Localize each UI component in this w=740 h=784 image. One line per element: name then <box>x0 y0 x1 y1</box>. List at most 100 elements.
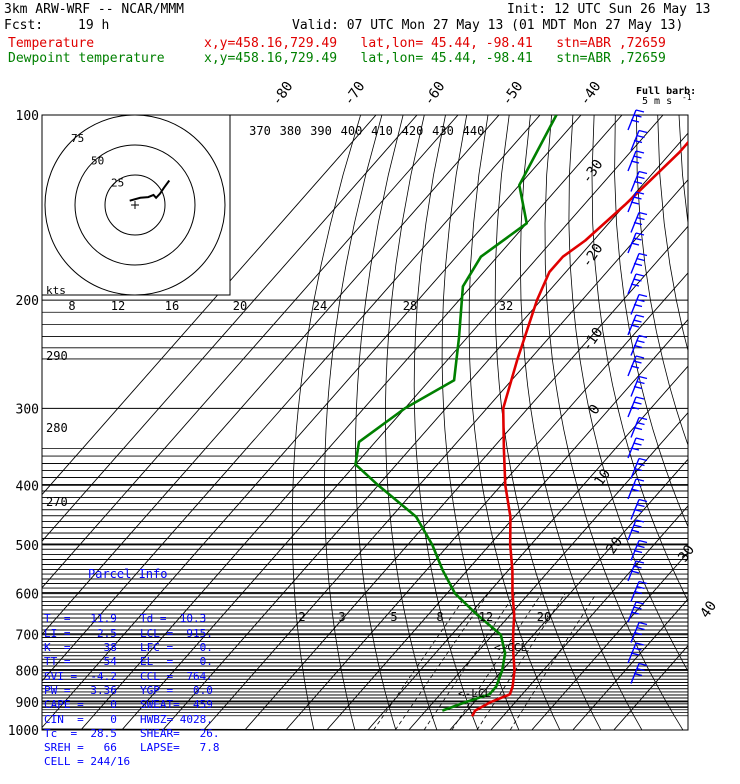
wind-barb-flag <box>634 197 642 199</box>
temperature-tick-label: -40 <box>577 79 605 109</box>
pressure-label: 200 <box>16 294 39 309</box>
parcel-info-cell: LAPSE= 7.8 <box>140 741 219 755</box>
wind-legend-unit: -1 <box>682 93 692 102</box>
wind-barb-flag <box>639 418 647 420</box>
theta-e-label: 280 <box>46 421 68 435</box>
wind-barb-flag <box>636 233 644 235</box>
speed-tick-label: 28 <box>403 299 417 313</box>
theta-label: 390 <box>310 124 332 138</box>
parcel-info-cell: TT = 54 <box>44 655 140 669</box>
dry-adiabat-line <box>385 115 441 740</box>
parcel-info-cell: LCL = 915. <box>140 627 213 641</box>
parcel-info-cell: PW = 3.36 <box>44 684 140 698</box>
wind-barb-flag <box>634 182 642 184</box>
pressure-label: 700 <box>16 629 39 644</box>
wind-barb-flag <box>636 397 644 399</box>
parcel-info-cell: T = 11.9 <box>44 612 140 626</box>
temperature-tick-label: -50 <box>499 79 527 109</box>
temperature-tick-label: 30 <box>675 542 698 565</box>
theta-label: 430 <box>432 124 454 138</box>
hodograph-ring-label: 25 <box>111 177 124 190</box>
theta-label: 440 <box>463 124 485 138</box>
wind-barb-flag <box>637 423 645 425</box>
wind-barb-flag <box>637 382 645 384</box>
wind-barb-flag <box>631 202 639 204</box>
theta-label: 380 <box>280 124 302 138</box>
wind-barb-flag <box>634 264 642 266</box>
dry-adiabat-line <box>700 115 740 740</box>
dry-adiabat-line <box>545 115 691 740</box>
wind-barb-flag <box>637 259 645 261</box>
theta-label: 370 <box>249 124 271 138</box>
parcel-info-cell: LI = 2.5 <box>44 627 140 641</box>
wind-barb-flag <box>636 315 644 317</box>
wind-barb-flag <box>639 377 647 379</box>
parcel-info-row: CELL = 244/16 <box>44 755 236 769</box>
wind-barb-flag <box>631 366 639 368</box>
mixing-ratio-label: 12 <box>479 610 493 624</box>
parcel-info-cell: CELL = 244/16 <box>44 755 140 769</box>
theta-e-label: 290 <box>46 349 68 363</box>
parcel-info-cell: CIN = 0 <box>44 713 140 727</box>
wind-barb-flag <box>637 136 645 138</box>
theta-e-label: 270 <box>46 495 68 509</box>
wind-barb-flag <box>639 172 647 174</box>
annotation-label: <-CCL <box>494 641 527 654</box>
hodograph-ring-label: 50 <box>91 154 104 167</box>
parcel-info-cell: SHEAR= 26. <box>140 727 219 741</box>
dry-adiabat-line <box>569 115 733 740</box>
speed-tick-label: 24 <box>313 299 327 313</box>
parcel-info-cell: SVI = -4.2 <box>44 670 140 684</box>
dry-adiabat-line <box>325 115 382 740</box>
temperature-tick-label: -70 <box>341 79 369 109</box>
wind-barb-flag <box>634 305 642 307</box>
wind-barb-flag <box>634 525 642 527</box>
wind-barb-flag <box>634 361 642 363</box>
dry-adiabat-line <box>414 115 483 740</box>
wind-barb-flag <box>634 346 642 348</box>
temperature-tick-label: 20 <box>603 534 626 557</box>
parcel-info-cell: K = 38 <box>44 641 140 655</box>
pressure-label: 300 <box>16 402 39 417</box>
speed-tick-label: 32 <box>499 299 513 313</box>
wind-barb-flag <box>637 218 645 220</box>
wind-barb-flag <box>639 336 647 338</box>
wind-barb-flag <box>639 131 647 133</box>
wind-barb-flag <box>636 602 644 604</box>
dry-adiabat-line <box>658 115 740 740</box>
wind-barb-flag <box>631 653 639 655</box>
wind-barb-flag <box>639 541 647 543</box>
wind-barb-flag <box>637 505 645 507</box>
wind-barb-flag <box>639 295 647 297</box>
speed-tick-label: 8 <box>68 299 75 313</box>
wind-barb-flag <box>639 500 647 502</box>
wind-barb-flag <box>631 325 639 327</box>
parcel-info-cell: EL = 0. <box>140 655 213 669</box>
parcel-info-cell: CAPE = 0 <box>44 698 140 712</box>
pressure-label: 900 <box>16 696 39 711</box>
theta-label: 400 <box>341 124 363 138</box>
parcel-info-cell: Td = 10.3 <box>140 612 206 626</box>
temperature-tick-label: -80 <box>269 79 297 109</box>
wind-barb-flag <box>639 459 647 461</box>
pressure-label: 600 <box>16 588 39 603</box>
dry-adiabat-line <box>721 115 740 740</box>
wind-barb-flag <box>637 546 645 548</box>
hodograph-units: kts <box>46 284 66 297</box>
parcel-info-cell: HWBZ= 4028. <box>140 713 213 727</box>
pressure-label: 400 <box>16 479 39 494</box>
speed-tick-label: 12 <box>111 299 125 313</box>
temperature-tick-label: 40 <box>697 598 720 621</box>
theta-label: 410 <box>371 124 393 138</box>
wind-barb-flag <box>639 254 647 256</box>
